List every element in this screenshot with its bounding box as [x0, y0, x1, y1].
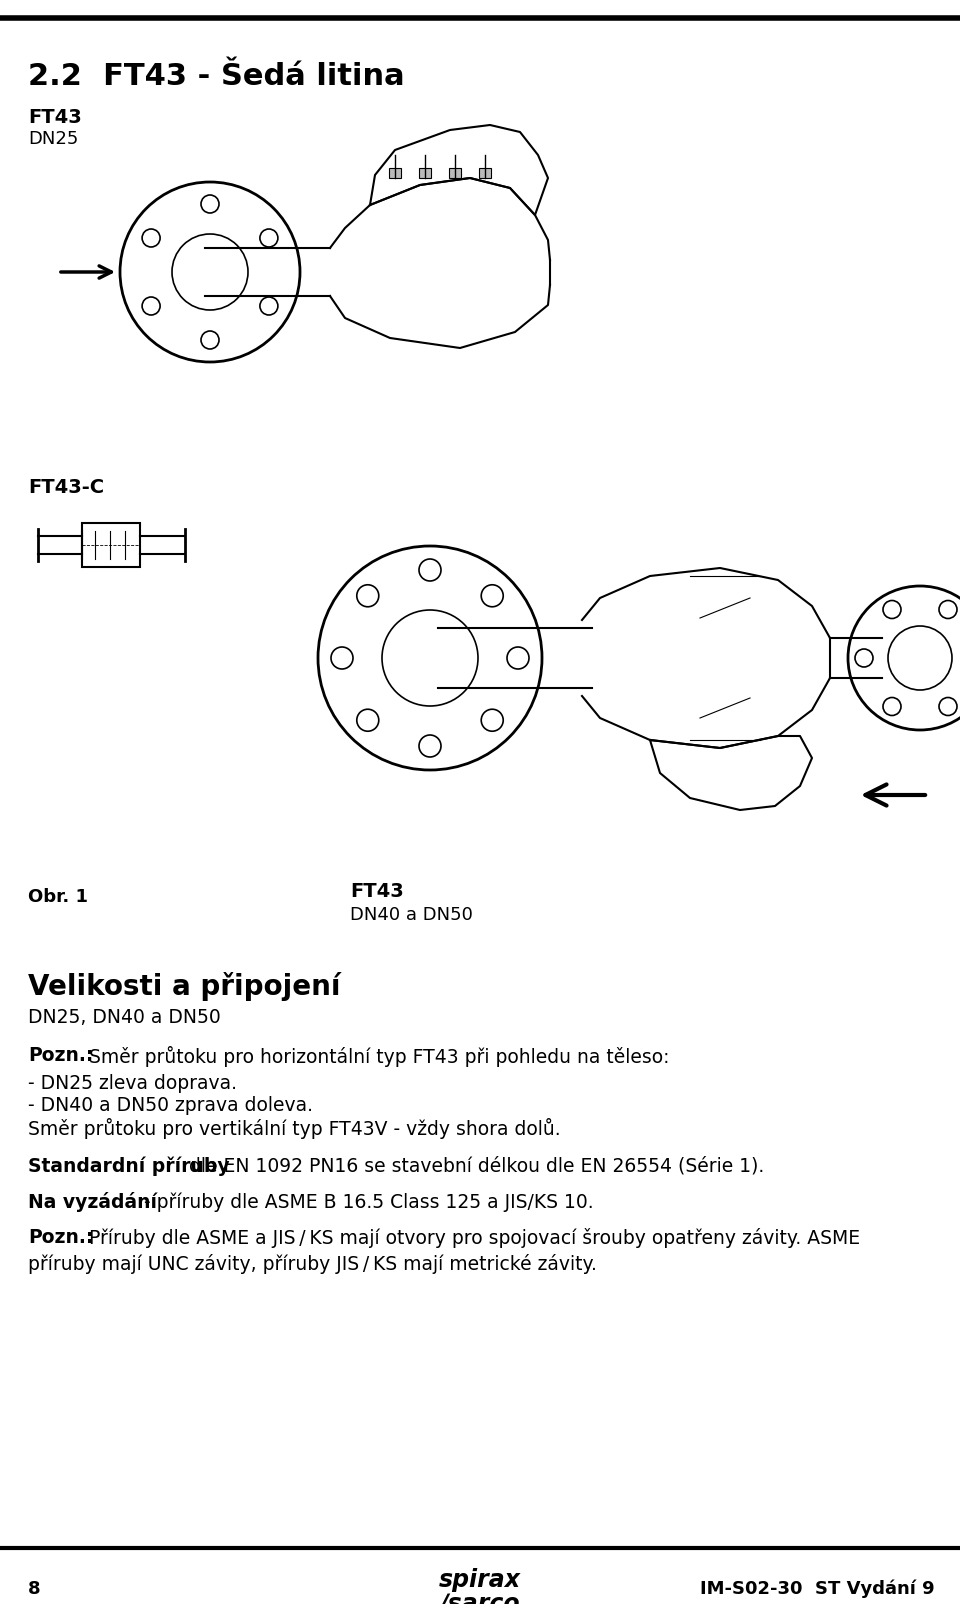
- Text: Pozn.:: Pozn.:: [28, 1046, 93, 1065]
- Text: Obr. 1: Obr. 1: [28, 889, 88, 906]
- Bar: [389, 168, 401, 178]
- Text: příruby mají UNC závity, příruby JIS / KS mají metrické závity.: příruby mají UNC závity, příruby JIS / K…: [28, 1254, 597, 1274]
- Text: spirax: spirax: [439, 1569, 521, 1593]
- Text: ∕sarco: ∕sarco: [440, 1593, 520, 1604]
- Text: DN25: DN25: [28, 130, 79, 148]
- Text: - DN25 zleva doprava.: - DN25 zleva doprava.: [28, 1075, 237, 1092]
- Text: - příruby dle ASME B 16.5 Class 125 a JIS/KS 10.: - příruby dle ASME B 16.5 Class 125 a JI…: [138, 1192, 593, 1211]
- Bar: [419, 168, 431, 178]
- Text: 8: 8: [28, 1580, 40, 1598]
- Text: Směr průtoku pro horizontální typ FT43 při pohledu na těleso:: Směr průtoku pro horizontální typ FT43 p…: [83, 1046, 669, 1067]
- Text: dle EN 1092 PN16 se stavební délkou dle EN 26554 (Série 1).: dle EN 1092 PN16 se stavební délkou dle …: [183, 1156, 764, 1176]
- Text: Na vyzádání: Na vyzádání: [28, 1192, 157, 1213]
- Text: DN40 a DN50: DN40 a DN50: [350, 906, 473, 924]
- Text: Příruby dle ASME a JIS / KS mají otvory pro spojovací šrouby opatřeny závity. AS: Příruby dle ASME a JIS / KS mají otvory …: [83, 1229, 860, 1248]
- Text: 2.2  FT43 - Šedá litina: 2.2 FT43 - Šedá litina: [28, 63, 404, 91]
- Text: IM-S02-30  ST Vydání 9: IM-S02-30 ST Vydání 9: [701, 1580, 935, 1599]
- Bar: [82, 523, 140, 566]
- Text: DN25, DN40 a DN50: DN25, DN40 a DN50: [28, 1007, 221, 1027]
- Text: FT43: FT43: [350, 882, 404, 901]
- Text: Směr průtoku pro vertikální typ FT43V - vždy shora dolů.: Směr průtoku pro vertikální typ FT43V - …: [28, 1118, 561, 1139]
- Text: Pozn.:: Pozn.:: [28, 1229, 93, 1246]
- Text: FT43-C: FT43-C: [28, 478, 104, 497]
- Text: Velikosti a připojení: Velikosti a připojení: [28, 972, 341, 1001]
- Text: FT43: FT43: [28, 107, 82, 127]
- Text: Standardní příruby: Standardní příruby: [28, 1156, 229, 1176]
- Bar: [479, 168, 491, 178]
- Bar: [449, 168, 461, 178]
- Text: - DN40 a DN50 zprava doleva.: - DN40 a DN50 zprava doleva.: [28, 1096, 313, 1115]
